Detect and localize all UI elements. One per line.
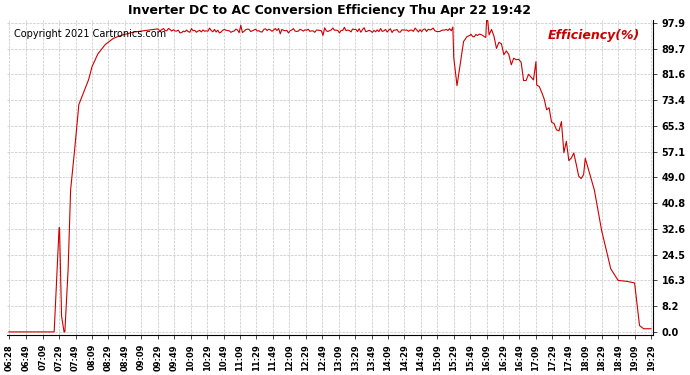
Title: Inverter DC to AC Conversion Efficiency Thu Apr 22 19:42: Inverter DC to AC Conversion Efficiency … bbox=[128, 4, 531, 17]
Text: Efficiency(%): Efficiency(%) bbox=[548, 29, 640, 42]
Text: Copyright 2021 Cartronics.com: Copyright 2021 Cartronics.com bbox=[14, 29, 166, 39]
